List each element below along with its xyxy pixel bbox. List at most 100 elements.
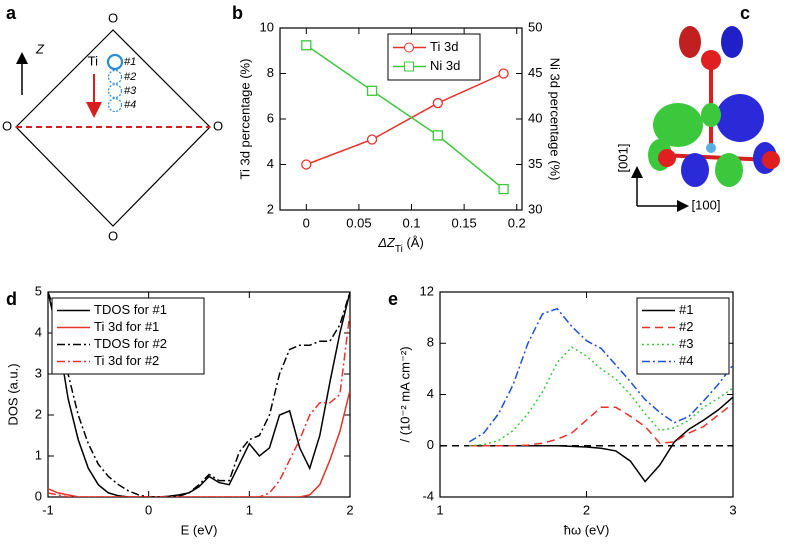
x-tick-label: 0.05 [346,215,371,230]
y2-tick-label: 45 [528,65,542,80]
orbital [681,153,709,187]
x-tick-label: 0 [303,215,310,230]
y-tick-label: 4 [427,386,434,401]
series-line [469,346,733,447]
x-axis-label: ħω (eV) [564,522,610,537]
series-line [305,44,505,190]
panel-label: e [388,289,398,309]
series-line [469,396,733,483]
atom [706,143,716,153]
oxygen-label: O [108,10,118,25]
y-tick-label: 0 [427,437,434,452]
x-tick-label: 0 [145,502,152,517]
point [432,130,443,141]
atom [762,151,780,169]
y2-tick-label: 30 [528,201,542,216]
series-line [48,292,350,497]
atom [701,50,721,70]
legend-marker [404,61,414,72]
y-tick-label: 8 [267,65,274,80]
site-label: #2 [124,71,136,83]
site-label: #4 [124,99,136,111]
bond [659,153,771,162]
legend-label: #3 [679,336,693,351]
orbital [701,103,721,127]
axis-label: [001] [615,144,630,173]
x-axis-label-part: Ti [395,244,403,255]
chart: b 0 0.05 0.1 0.15 0.2 2 4 6 8 10 30 35 40 45 50 ΔZTi (Å)… [232,3,563,255]
site-label: #3 [124,85,137,97]
legend-label: Ti 3d for #2 [94,353,159,368]
panel-label: b [232,3,243,23]
legend-frame [387,33,481,81]
orbital [653,103,703,147]
y-tick-label: 5 [35,283,42,298]
panel-label: a [6,3,17,23]
y-tick-label: 2 [35,406,42,421]
y-axis-label: Ti 3d percentage (%) [237,59,252,180]
cell-outline [15,29,211,227]
legend-marker [404,42,414,53]
panel-label: d [6,289,17,309]
orbital [715,153,743,187]
series-line [48,292,350,497]
y-tick-label: 2 [267,201,274,216]
y-tick-label: 0 [35,488,42,503]
y2-tick-label: 50 [528,19,542,34]
legend-label: TDOS for #1 [94,302,167,317]
site-label: #1 [124,56,136,68]
x-tick-label: 0.2 [508,215,526,230]
x-tick-label: 3 [729,502,736,517]
y-axis-label: DOS (a.u.) [5,363,20,425]
y-tick-label: 6 [267,110,274,125]
y-tick-label: -4 [422,488,434,503]
point [301,159,312,170]
legend-label: Ti 3d [430,39,458,54]
oxygen-label: O [108,228,118,243]
series-line [469,402,733,447]
legend-label: #1 [679,302,693,317]
oxygen-label: O [2,118,12,133]
legend-label: Ti 3d for #1 [94,319,159,334]
atom-label: Ti [88,53,98,68]
series-line [468,307,733,443]
orbital [721,26,743,58]
panel-label: c [740,3,750,23]
site [107,69,123,85]
oxygen-label: O [213,118,223,133]
x-tick-label: 0.1 [402,215,420,230]
x-axis-label-part: ΔZ [377,235,396,250]
panel-a: a O O O O Z Ti #1 #2 #3 #4 [2,3,223,244]
y-tick-label: 8 [427,335,434,350]
legend-label: TDOS for #2 [94,336,167,351]
y-tick-label: 1 [35,447,42,462]
x-tick-label: -1 [42,502,54,517]
legend-label: #2 [679,319,693,334]
point [366,134,378,145]
point [366,85,378,96]
legend-label: #4 [679,353,693,368]
point [301,40,312,51]
site [107,97,123,113]
site [106,53,124,71]
x-axis-label: E (eV) [181,522,218,537]
series-line [48,390,350,497]
x-tick-label: 1 [246,502,253,517]
y-tick-label: 4 [267,156,274,171]
y2-axis-label: Ni 3d percentage (%) [548,58,563,181]
y-tick-label: 10 [260,19,274,34]
orbital [679,26,701,58]
x-tick-label: 2 [346,502,353,517]
legend-label: Ni 3d [430,58,460,73]
x-axis-label: ΔZTi (Å) [377,235,424,255]
axis-label: [100] [692,197,721,212]
axis-label: Z [35,41,45,56]
y-axis-label: / (10⁻² mA cm⁻²) [397,346,412,442]
x-axis-label-part: (Å) [403,235,424,250]
point [498,183,509,195]
orbital [716,94,764,142]
point [498,68,509,79]
panel-c: c [001] [100] [615,3,780,212]
